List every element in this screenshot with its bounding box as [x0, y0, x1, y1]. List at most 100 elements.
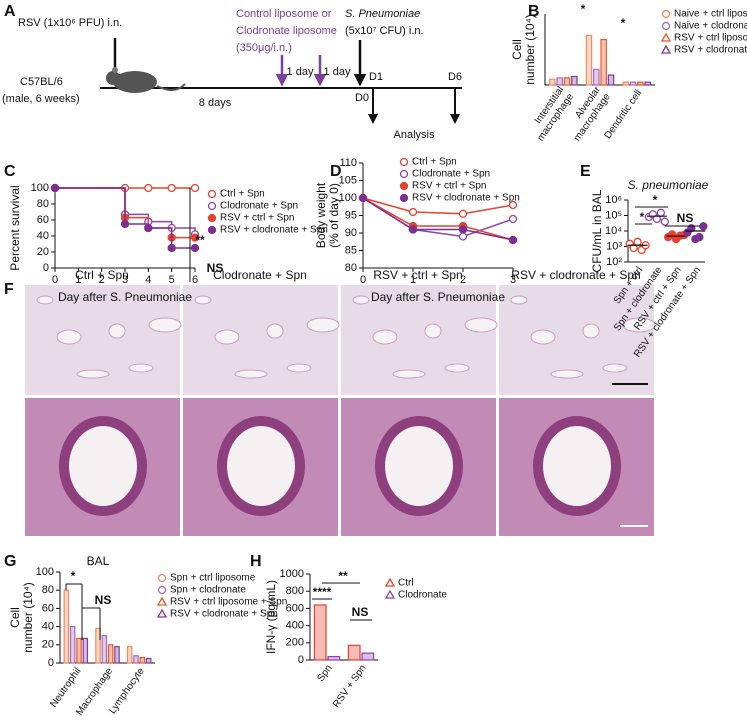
marker: [144, 223, 153, 233]
marker: [384, 589, 396, 599]
bar: [126, 646, 133, 664]
y-axis-label: Cell: [510, 39, 524, 60]
analysis: Analysis: [394, 129, 435, 141]
airway: [622, 317, 656, 333]
legend-label: Ctrl + Spn: [220, 189, 265, 200]
annotation: NS: [207, 261, 224, 275]
airway: [510, 295, 528, 305]
y-tick-label: 110: [339, 157, 357, 169]
chart-title: S. pneumoniae: [628, 178, 709, 192]
x-tick-label: RSV + Spn: [331, 663, 369, 710]
legend-label: Ctrl + Spn: [412, 157, 457, 168]
legend-label: Clodronate: [398, 590, 447, 601]
x-tick-label: Spn: [315, 663, 334, 684]
y-tick-label: 100: [31, 182, 49, 194]
marker: [190, 233, 200, 242]
marker: [660, 32, 672, 42]
y-tick-label: 10⁴: [605, 225, 622, 237]
panel-label: H: [250, 553, 262, 570]
x-axis-label: Day after S. Pneumoniae: [371, 290, 505, 304]
lumen: [227, 426, 295, 506]
airway: [56, 329, 82, 345]
x-tick-label: 0: [52, 274, 58, 286]
x-tick-label: 1: [410, 274, 416, 286]
panel-label: C: [4, 163, 16, 180]
lumen: [385, 426, 453, 506]
marker: [156, 596, 168, 606]
y-axis-label: IFN-γ (pg/mL): [264, 580, 278, 654]
annotation: NS: [677, 211, 694, 225]
legend-label: RSV + ctrl liposome: [674, 33, 747, 44]
line: [362, 197, 514, 241]
liposome-label: Clodronate liposome: [236, 25, 337, 37]
y-tick-label: 20: [42, 639, 54, 651]
y-tick-label: 100: [339, 192, 357, 204]
bar: [622, 81, 629, 86]
y-axis-label: Percent survival: [8, 185, 22, 270]
y-tick-label: 90: [345, 227, 357, 239]
marker: [458, 232, 468, 241]
x-tick-label: Interstitialmacrophage: [525, 84, 576, 143]
airway: [266, 323, 284, 339]
bar: [76, 637, 82, 664]
y-tick-label: 800: [286, 585, 304, 597]
y-tick-label: 10⁶: [605, 194, 622, 206]
x-tick-label: 5: [169, 274, 175, 286]
airway: [306, 317, 340, 333]
day: D0: [355, 92, 369, 104]
column-label: RSV + ctrl + Spn: [373, 268, 462, 282]
line: [362, 197, 514, 241]
y-tick-label: 80: [345, 262, 357, 274]
bar: [114, 646, 120, 664]
y-tick-label: 10³: [606, 240, 622, 252]
airway: [286, 363, 312, 373]
bar: [593, 68, 600, 86]
airway: [234, 369, 268, 379]
airway: [128, 363, 154, 373]
marker: [660, 217, 670, 226]
liposome-label: Control liposome or: [236, 8, 332, 20]
panel-f: F Ctrl + Spn Clodronate + Spn RSV + ctrl +…: [4, 268, 656, 536]
airway: [444, 363, 470, 373]
legend-label: Naive + ctrl liposome: [674, 9, 747, 20]
airway: [148, 317, 182, 333]
marker: [167, 183, 176, 193]
y-axis-label: Body weight: [314, 182, 328, 248]
airway: [194, 295, 212, 305]
annotation: *: [621, 16, 626, 30]
legend-label: RSV + ctrl + Spn: [412, 181, 486, 192]
marker: [699, 222, 708, 231]
y-tick-label: 60: [42, 602, 54, 614]
x-tick-label: 2: [460, 274, 466, 286]
legend-label: RSV + ctrl liposome + Spn: [170, 597, 287, 608]
annotation: ****: [313, 585, 332, 599]
legend-label: RSV + clodronate + Spn: [412, 193, 520, 204]
y-tick-label: 80: [37, 198, 49, 210]
liposome-label: (350μg/i.n.): [236, 42, 292, 54]
marker: [207, 201, 217, 211]
annotation: **: [195, 233, 205, 247]
bar: [63, 589, 70, 664]
annotation: *: [640, 210, 645, 224]
legend-label: RSV + clodronate liposome: [674, 45, 747, 56]
bar: [571, 75, 578, 86]
y-tick-label: 105: [339, 174, 357, 186]
bar: [600, 38, 607, 86]
bar: [327, 655, 341, 661]
bar: [107, 644, 114, 664]
marker: [408, 225, 418, 234]
marker: [399, 157, 409, 167]
airway: [36, 295, 54, 305]
legend-label: RSV + ctrl + Spn: [220, 213, 294, 224]
panel-label: A: [4, 3, 16, 20]
y-tick-label: 0: [298, 654, 304, 666]
marker: [157, 585, 167, 595]
spn-dose: (5x10⁷ CFU) i.n.: [345, 25, 424, 37]
y-axis-label: number (10⁴): [523, 14, 537, 85]
marker: [652, 214, 662, 224]
y-tick-label: 600: [286, 602, 304, 614]
y-tick-label: 95: [345, 209, 357, 221]
